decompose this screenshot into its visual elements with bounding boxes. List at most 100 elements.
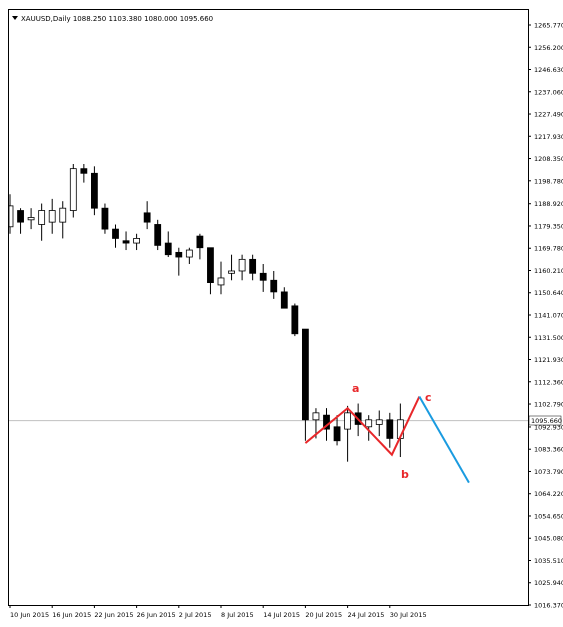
candle-body	[196, 235, 204, 249]
candle-body	[344, 412, 352, 430]
candle-body	[80, 168, 88, 174]
y-tick-label: 1083.360	[534, 446, 563, 454]
candle	[280, 287, 288, 309]
candle	[17, 208, 24, 234]
candle-body	[112, 228, 119, 239]
candle-body	[122, 240, 130, 244]
x-tick-label: 2 Jul 2015	[179, 611, 212, 619]
wave-label-c: c	[425, 391, 432, 404]
y-tick-label: 1131.500	[534, 334, 563, 342]
y-tick-label: 1045.080	[534, 535, 563, 543]
candle	[259, 264, 267, 292]
candle-body	[228, 270, 235, 274]
candle	[365, 415, 373, 441]
candle	[122, 231, 130, 251]
candle-body	[365, 419, 373, 428]
candle-body	[259, 272, 267, 281]
candle	[48, 198, 56, 234]
candle	[333, 415, 341, 446]
candle	[196, 233, 204, 260]
y-tick-label: 1092.930	[534, 423, 563, 431]
candle	[8, 194, 14, 234]
y-tick-label: 1016.370	[534, 602, 563, 610]
candle	[270, 270, 278, 299]
x-tick-label: 8 Jul 2015	[221, 611, 254, 619]
candle-body	[249, 258, 257, 274]
candle-body	[27, 217, 35, 221]
candle-body	[143, 212, 151, 223]
x-tick-label: 16 Jun 2015	[52, 611, 91, 619]
candle-body	[164, 242, 172, 256]
candle	[291, 303, 299, 337]
plot-frame	[8, 9, 529, 606]
candle-body	[175, 251, 183, 258]
y-tick-label: 1064.220	[534, 490, 563, 498]
x-tick-label: 22 Jun 2015	[94, 611, 133, 619]
y-tick-label: 1025.940	[534, 579, 563, 587]
candle-body	[238, 258, 246, 272]
candle-body	[185, 249, 193, 258]
candle	[101, 203, 109, 234]
y-tick-label: 1256.200	[534, 44, 563, 52]
y-tick-label: 1035.510	[534, 557, 563, 565]
candle	[344, 405, 352, 462]
candle	[249, 254, 257, 281]
candle-body	[312, 412, 320, 421]
wave-label-b: b	[401, 468, 409, 481]
y-tick-label: 1198.780	[534, 177, 563, 185]
candle-body	[291, 305, 299, 335]
candle-body	[386, 419, 394, 439]
candle	[375, 410, 383, 437]
waves-layer	[304, 396, 470, 484]
candle-body	[154, 224, 162, 246]
candle	[154, 219, 162, 251]
y-tick-label: 1246.630	[534, 66, 563, 74]
y-tick-label: 1141.070	[534, 312, 563, 320]
candle	[27, 208, 35, 230]
candle-body	[91, 172, 98, 209]
y-tick-label: 1237.060	[534, 88, 563, 96]
candle-body	[333, 426, 341, 442]
x-tick-label: 30 Jul 2015	[390, 611, 427, 619]
y-tick-label: 1179.350	[534, 222, 563, 230]
candle-body	[375, 419, 383, 425]
candle	[112, 224, 119, 248]
candle	[386, 412, 394, 448]
candle	[164, 231, 172, 258]
y-tick-label: 1112.360	[534, 378, 563, 386]
y-tick-label: 1227.490	[534, 111, 563, 119]
y-tick-label: 1208.350	[534, 155, 563, 163]
dropdown-triangle-icon[interactable]	[12, 16, 18, 20]
current-price-tag-bg	[528, 415, 562, 426]
candle	[80, 164, 88, 183]
candle	[143, 201, 151, 230]
current-price-tag: 1095.660	[528, 415, 562, 426]
candle-body	[8, 205, 14, 228]
y-tick-label: 1150.640	[534, 289, 563, 297]
wave-label-a: a	[352, 382, 359, 395]
candle	[301, 328, 309, 441]
candle	[238, 254, 246, 281]
time-axis: 10 Jun 2015 16 Jun 2015 22 Jun 2015 26 Jun …	[9, 605, 427, 619]
y-tick-label: 1102.790	[534, 401, 563, 409]
y-tick-label: 1169.780	[534, 245, 563, 253]
x-tick-label: 14 Jul 2015	[263, 611, 300, 619]
candle-body	[133, 238, 141, 244]
y-tick-label: 1121.930	[534, 356, 563, 364]
candles-layer	[8, 164, 404, 462]
y-tick-label: 1054.650	[534, 512, 563, 520]
y-tick-label: 1073.790	[534, 468, 563, 476]
candle	[38, 203, 46, 241]
x-tick-label: 24 Jul 2015	[348, 611, 385, 619]
x-tick-label: 20 Jul 2015	[305, 611, 342, 619]
candle	[217, 261, 225, 295]
y-tick-label: 1188.920	[534, 200, 563, 208]
candle-body	[48, 210, 56, 223]
candle-body	[207, 247, 214, 284]
candle	[69, 164, 77, 218]
wave-projection-line	[418, 396, 470, 484]
y-tick-label: 1160.210	[534, 267, 563, 275]
y-tick-label: 1217.930	[534, 133, 563, 141]
candle	[207, 247, 214, 295]
